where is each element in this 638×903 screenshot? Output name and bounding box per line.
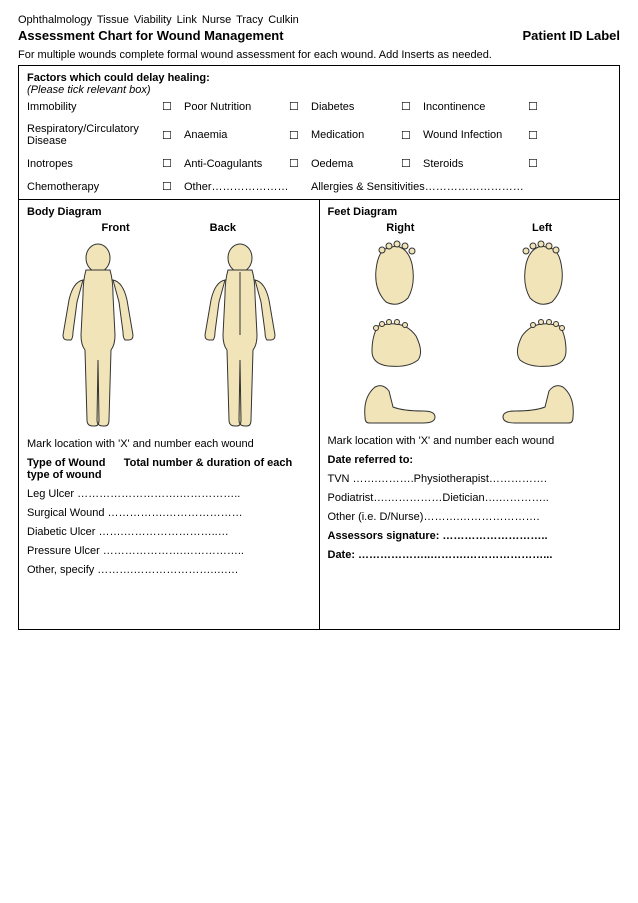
wound-row: Other, specify ……….………………….….… [27,564,311,576]
back-label: Back [210,222,236,234]
factor-label: Incontinence [423,101,528,113]
diagram-row: Body Diagram Front Back [19,200,619,629]
feet-mark: Mark location with 'X' and number each w… [328,435,612,447]
body-front-icon [43,240,153,430]
factor-label: Anaemia [184,129,289,141]
factor-label: Immobility [27,101,162,113]
ref-row: TVN …….……….Physiotherapist……………. [328,473,612,485]
sig-label: Assessors signature: ……………………….. [328,530,548,542]
wound-row: Diabetic Ulcer …….……………………..… [27,526,311,538]
title-right: Patient ID Label [522,28,620,43]
checkbox-icon[interactable]: ☐ [162,180,184,193]
factor-other: Other………………… [184,181,311,193]
body-type-heading: Type of Wound Total number & duration of… [27,457,311,481]
checkbox-icon[interactable]: ☐ [401,100,423,113]
sig-row: Assessors signature: ……………………….. [328,530,612,542]
foot-top-left-icon [500,316,580,371]
body-title: Body Diagram [27,206,311,218]
body-column: Body Diagram Front Back [19,200,320,629]
checkbox-icon[interactable]: ☐ [162,129,184,142]
wound-row: Leg Ulcer ……………………….…………….. [27,488,311,500]
checkbox-icon[interactable]: ☐ [401,129,423,142]
factor-label: Respiratory/Circulatory Disease [27,123,162,147]
checkbox-icon[interactable]: ☐ [528,100,550,113]
ref-row: Other (i.e. D/Nurse)……….…………………. [328,511,612,523]
body-figures [27,240,311,430]
type-h: Type of Wound [27,457,105,469]
checkbox-icon[interactable]: ☐ [289,100,311,113]
instruction: For multiple wounds complete formal woun… [18,49,620,61]
wound-row: Surgical Wound …………….………………… [27,507,311,519]
factor-label: Anti-Coagulants [184,158,289,170]
factors-sub: (Please tick relevant box) [27,84,611,96]
title-left: Assessment Chart for Wound Management [18,28,284,43]
foot-side-right-icon [353,377,443,427]
factor-allergies: Allergies & Sensitivities……………………… [311,181,550,193]
wound-row: Pressure Ulcer ………………….…………….. [27,545,311,557]
factor-label: Steroids [423,158,528,170]
date-label: Date: ………………..……….…………………... [328,549,553,561]
factor-label: Inotropes [27,158,162,170]
factor-label: Wound Infection [423,129,528,141]
checkbox-icon[interactable]: ☐ [289,157,311,170]
checkbox-icon[interactable]: ☐ [162,100,184,113]
feet-grid [328,240,612,427]
foot-side-left-icon [495,377,585,427]
date-ref-heading: Date referred to: [328,454,612,466]
factors-heading: Factors which could delay healing: [27,72,210,84]
checkbox-icon[interactable]: ☐ [289,129,311,142]
feet-column: Feet Diagram Right Left Mark location wi… [320,200,620,629]
factor-label: Medication [311,129,401,141]
factor-label: Chemotherapy [27,181,162,193]
front-label: Front [102,222,130,234]
factor-label: Poor Nutrition [184,101,289,113]
feet-title: Feet Diagram [328,206,612,218]
date-row: Date: ………………..……….…………………... [328,549,612,561]
outer-box: Factors which could delay healing: (Plea… [18,65,620,630]
header-line: Ophthalmology Tissue Viability Link Nurs… [18,14,620,26]
foot-sole-left-icon [500,240,580,310]
foot-sole-right-icon [358,240,438,310]
title-row: Assessment Chart for Wound Management Pa… [18,28,620,43]
checkbox-icon[interactable]: ☐ [401,157,423,170]
checkbox-icon[interactable]: ☐ [528,157,550,170]
factor-label: Oedema [311,158,401,170]
checkbox-icon[interactable]: ☐ [528,129,550,142]
right-label: Right [386,222,414,234]
foot-top-right-icon [358,316,438,371]
factor-label: Diabetes [311,101,401,113]
left-label: Left [532,222,552,234]
body-mark: Mark location with 'X' and number each w… [27,438,311,450]
factors-section: Factors which could delay healing: (Plea… [19,66,619,200]
checkbox-icon[interactable]: ☐ [162,157,184,170]
factors-grid: Immobility☐ Poor Nutrition☐ Diabetes☐ In… [27,100,611,193]
ref-row: Podiatrist….……………Dietician….………….. [328,492,612,504]
body-back-icon [185,240,295,430]
